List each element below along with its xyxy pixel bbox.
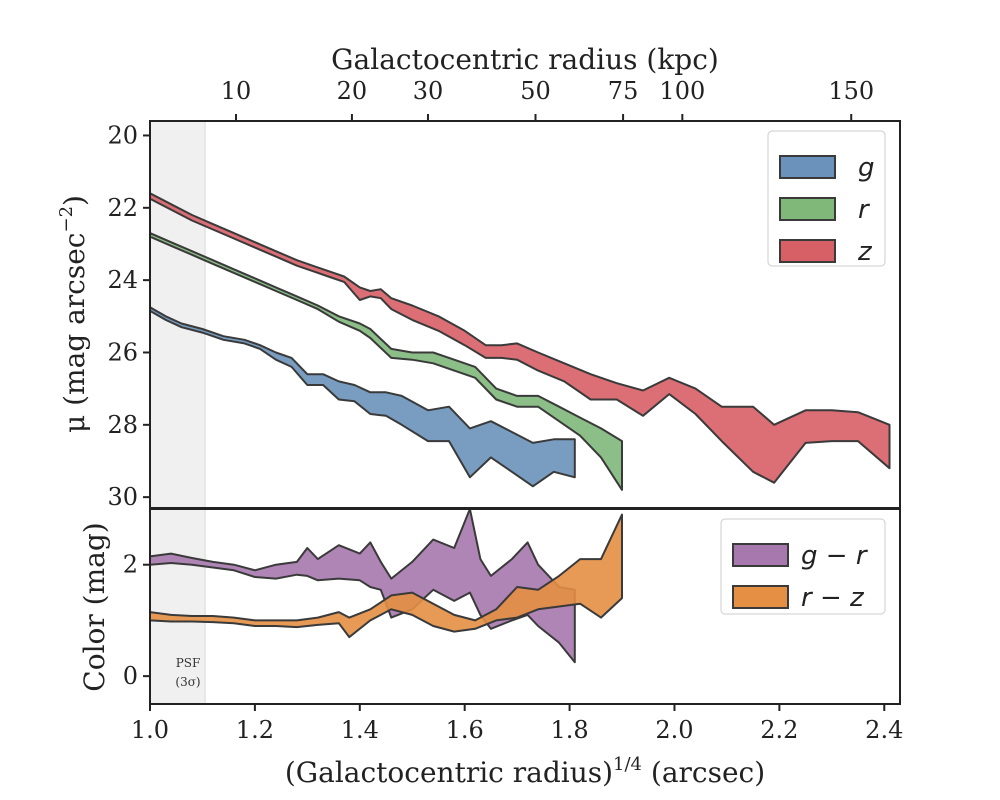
x-tick-label: 2.2: [760, 716, 798, 744]
y-axis-label-bottom: Color (mag): [78, 522, 111, 691]
legend-label-r: r: [858, 195, 871, 225]
x-tick-label: 2.0: [655, 716, 693, 744]
legend-layer: grz g − r r − z: [720, 130, 886, 615]
series-band-g: [150, 306, 576, 488]
series-layer: [150, 192, 891, 664]
legend-swatch-z: [779, 239, 836, 263]
top-tick-label: 75: [608, 77, 639, 105]
top-tick-label: 10: [221, 77, 252, 105]
y-tick-label-surface-brightness: 22: [107, 194, 138, 222]
top-tick-label: 100: [659, 77, 705, 105]
x-tick-label: 1.8: [550, 716, 588, 744]
series-band-z: [150, 192, 891, 484]
legend-surface-brightness: grz: [767, 130, 886, 267]
x-tick-label: 1.6: [446, 716, 484, 744]
y-tick-label-surface-brightness: 20: [107, 121, 138, 149]
panel-frame-color: [149, 508, 901, 705]
series-band-rz: [150, 513, 623, 639]
top-tick-label: 20: [337, 77, 368, 105]
y-tick-label-surface-brightness: 26: [107, 338, 138, 366]
x-tick-label: 2.4: [865, 716, 903, 744]
psf-label-line2: (3σ): [175, 675, 200, 689]
legend-label-z: z: [857, 237, 873, 267]
top-tick-label: 150: [828, 77, 874, 105]
legend-swatch-r: [779, 197, 836, 221]
y-tick-label-surface-brightness: 30: [107, 483, 138, 511]
panel-series-color: [150, 509, 623, 664]
x-axis-label: (Galactocentric radius)1/4 (arcsec): [285, 754, 765, 789]
panel-series-surface-brightness: [150, 192, 891, 491]
x-tick-label: 1.0: [131, 716, 169, 744]
y-tick-label-surface-brightness: 24: [107, 266, 138, 294]
legend-label-g: g: [858, 153, 875, 183]
legend-swatch-gr: [732, 543, 789, 567]
x-tick-label: 1.2: [236, 716, 274, 744]
top-tick-label: 30: [413, 77, 444, 105]
legend-label-gr: g − r: [801, 541, 869, 571]
y-tick-label-color: 0: [123, 662, 138, 690]
y-axis-label-top: μ (mag arcsec−2): [56, 195, 91, 433]
legend-swatch-rz: [732, 585, 789, 609]
top-tick-label: 50: [520, 77, 551, 105]
legend-label-rz: r − z: [801, 583, 865, 613]
y-tick-label-color: 2: [123, 551, 138, 579]
axes-layer: 20 22 24 26 28 30 0 2 1.0 1.2 1.4 1.6 1.8 2.0 2.2 2.4 10…: [107, 77, 903, 744]
y-tick-label-surface-brightness: 28: [107, 411, 138, 439]
legend-swatch-g: [779, 155, 836, 179]
top-axis-label: Galactocentric radius (kpc): [331, 43, 719, 76]
psf-label-line1: PSF: [176, 656, 201, 670]
series-band-gr: [150, 509, 576, 664]
legend-color: g − r r − z: [720, 518, 886, 615]
series-band-r: [150, 232, 623, 491]
x-tick-label: 1.4: [341, 716, 379, 744]
